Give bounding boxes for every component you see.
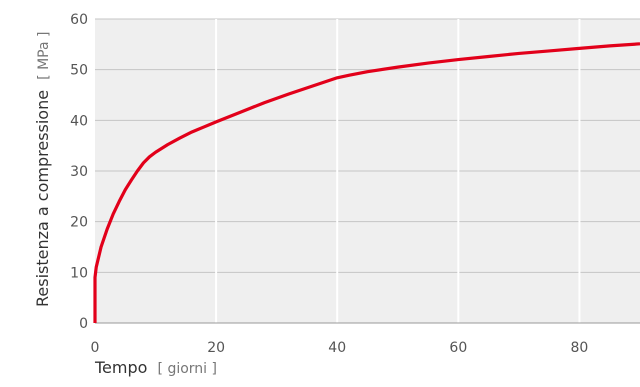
x-tick-label: 60 <box>449 340 467 356</box>
y-tick-label: 10 <box>70 265 88 281</box>
series-line <box>93 42 640 323</box>
y-tick-label: 50 <box>70 63 88 79</box>
x-axis-label: Tempo [ giorni ] <box>94 358 217 377</box>
x-tick-label: 40 <box>328 340 346 356</box>
y-axis-title: Resistenza a compressione <box>33 90 52 307</box>
x-tick-label: 80 <box>571 340 589 356</box>
x-tick-label: 20 <box>207 340 225 356</box>
x-axis-title: Tempo <box>94 358 147 377</box>
y-axis-unit: [ MPa ] <box>36 32 52 80</box>
y-axis-label: Resistenza a compressione [ MPa ] <box>33 32 52 307</box>
y-tick-label: 30 <box>70 164 88 180</box>
grid-lines <box>95 18 640 323</box>
y-tick-label: 20 <box>70 215 88 231</box>
x-axis-unit: [ giorni ] <box>158 361 217 377</box>
y-tick-label: 60 <box>70 12 88 28</box>
x-tick-label: 0 <box>91 340 100 356</box>
y-tick-label: 40 <box>70 113 88 129</box>
y-tick-label: 0 <box>79 316 88 332</box>
y-axis-ticks: 0 10 20 30 40 50 60 <box>70 12 88 332</box>
x-axis-ticks: 0 20 40 60 80 <box>91 340 589 356</box>
